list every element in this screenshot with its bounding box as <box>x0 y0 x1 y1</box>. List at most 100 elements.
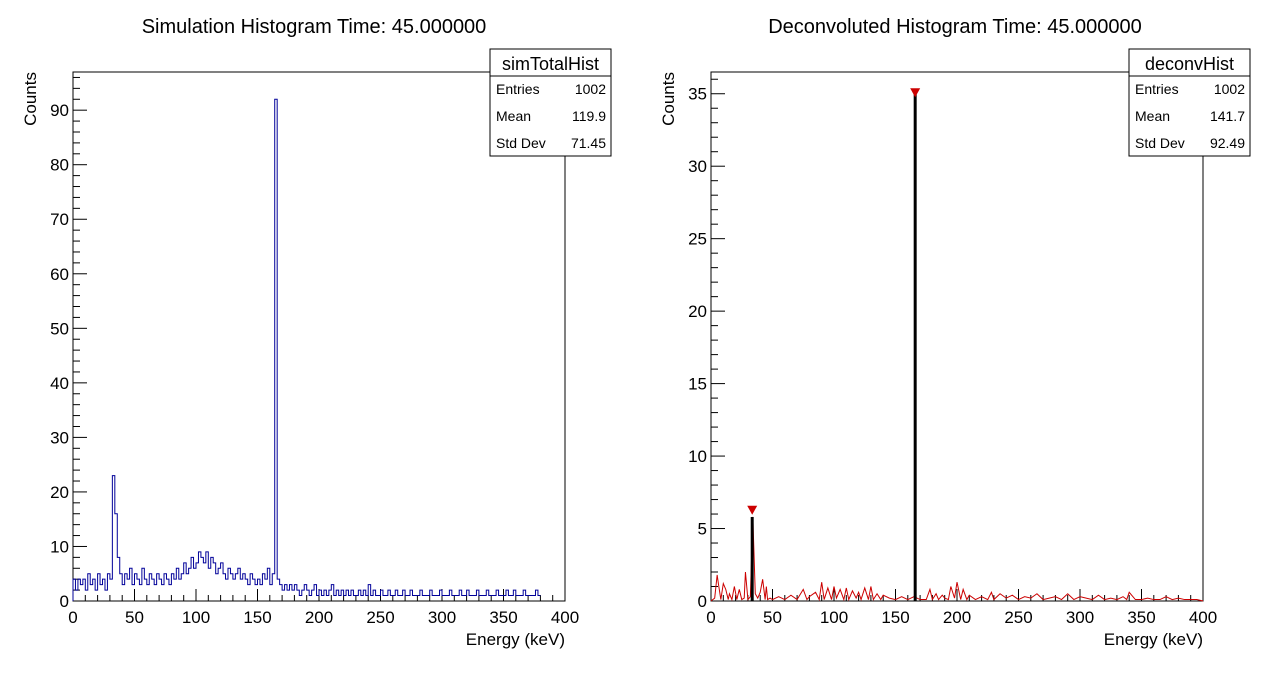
histogram-bin <box>432 596 434 601</box>
stats-box: deconvHist Entries 1002 Mean 141.7 Std Dev 92.… <box>1128 48 1251 157</box>
x-tick-label: 400 <box>1189 608 1217 627</box>
y-tick-label: 40 <box>50 374 69 393</box>
x-tick-label: 0 <box>706 608 715 627</box>
stats-value: 119.9 <box>572 108 606 124</box>
x-tick-label: 350 <box>489 608 517 627</box>
histogram-bin <box>216 574 218 601</box>
stats-label: Entries <box>1135 81 1179 97</box>
x-tick-label: 0 <box>68 608 77 627</box>
y-tick-label: 10 <box>50 537 69 556</box>
x-tick-label: 350 <box>1127 608 1155 627</box>
histogram-bin <box>408 596 410 601</box>
histogram-bin <box>349 596 351 601</box>
stats-label: Std Dev <box>496 135 546 151</box>
x-tick-label: 300 <box>1066 608 1094 627</box>
y-tick-label: 50 <box>50 319 69 338</box>
x-tick-label: 300 <box>428 608 456 627</box>
x-tick-label: 250 <box>366 608 394 627</box>
y-tick-label: 10 <box>688 447 707 466</box>
histogram-bin <box>201 557 203 601</box>
stats-value: 71.45 <box>571 135 606 151</box>
x-tick-label: 200 <box>305 608 333 627</box>
histogram-bin <box>472 596 474 601</box>
histogram-bin <box>376 596 378 601</box>
histogram-bin <box>260 585 262 601</box>
histogram-bin <box>383 596 385 601</box>
histogram-bin <box>174 579 176 601</box>
stats-box-frame <box>489 48 612 157</box>
histogram-bin <box>484 596 486 601</box>
stats-value: 1002 <box>1214 81 1245 97</box>
x-axis-label: Energy (keV) <box>466 630 565 649</box>
chart-panel-2: Deconvoluted Histogram Time: 45.000000 0 5… <box>659 16 1251 649</box>
histogram-bin <box>226 579 228 601</box>
histogram-bin <box>521 596 523 601</box>
stats-box-title: simTotalHist <box>502 54 599 74</box>
histogram-bin <box>334 596 336 601</box>
histogram-bin <box>248 585 250 601</box>
stats-label: Mean <box>1135 108 1170 124</box>
histogram-bin <box>326 596 328 601</box>
x-tick-label: 400 <box>551 608 579 627</box>
histogram-bin <box>437 596 439 601</box>
histogram-bin <box>371 596 373 601</box>
y-tick-label: 30 <box>688 157 707 176</box>
y-tick-label: 80 <box>50 156 69 175</box>
y-tick-label: 15 <box>688 375 707 394</box>
stats-label: Mean <box>496 108 531 124</box>
histogram-bin <box>309 596 311 601</box>
histogram-bin <box>265 579 267 601</box>
histogram-bin <box>462 596 464 601</box>
histogram-series-simTotalHist <box>72 98 541 601</box>
stats-label: Entries <box>496 81 540 97</box>
histogram-bin <box>499 596 501 601</box>
y-tick-label: 0 <box>698 592 707 611</box>
histogram-bin <box>457 596 459 601</box>
y-axis-label: Counts <box>659 72 678 126</box>
stats-value: 1002 <box>575 81 606 97</box>
y-axis-label: Counts <box>21 72 40 126</box>
histogram-bin <box>105 590 107 601</box>
y-tick-label: 25 <box>688 230 707 249</box>
stats-box: simTotalHist Entries 1002 Mean 119.9 Std Dev 7… <box>489 48 612 157</box>
histogram-bin <box>469 596 471 601</box>
histogram-bin <box>154 585 156 601</box>
histogram-bin <box>127 579 129 601</box>
histogram-bin <box>321 596 323 601</box>
histogram-bin <box>361 596 363 601</box>
histogram-bin <box>422 596 424 601</box>
x-tick-label: 250 <box>1004 608 1032 627</box>
chart-title: Deconvoluted Histogram Time: 45.000000 <box>768 16 1142 38</box>
histogram-bin <box>444 596 446 601</box>
line-series-deconvHist <box>710 516 1204 602</box>
histogram-bin <box>203 563 205 601</box>
histogram-bin <box>75 590 77 601</box>
histogram-bin <box>508 596 510 601</box>
histogram-bin <box>385 596 387 601</box>
histogram-bin <box>518 596 520 601</box>
histogram-bin <box>162 585 164 601</box>
chart-panel-1: Simulation Histogram Time: 45.000000 0 50 1… <box>21 16 612 649</box>
histogram-bin <box>179 579 181 601</box>
chart-title: Simulation Histogram Time: 45.000000 <box>142 16 487 38</box>
histogram-bin <box>474 596 476 601</box>
histogram-bin <box>186 574 188 601</box>
stats-value: 141.7 <box>1210 108 1245 124</box>
histogram-bin <box>511 596 513 601</box>
histogram-bin <box>398 596 400 601</box>
y-tick-label: 20 <box>50 483 69 502</box>
stats-value: 92.49 <box>1210 135 1245 151</box>
stats-box-title: deconvHist <box>1145 54 1234 74</box>
stats-label: Std Dev <box>1135 135 1185 151</box>
histogram-bin <box>494 596 496 601</box>
x-tick-label: 150 <box>881 608 909 627</box>
peak-marker <box>747 505 758 515</box>
histogram-bin <box>447 596 449 601</box>
x-tick-label: 150 <box>243 608 271 627</box>
x-tick-label: 200 <box>943 608 971 627</box>
x-tick-label: 100 <box>182 608 210 627</box>
y-tick-label: 5 <box>698 520 707 539</box>
x-axis-label: Energy (keV) <box>1104 630 1203 649</box>
histogram-bin <box>339 596 341 601</box>
